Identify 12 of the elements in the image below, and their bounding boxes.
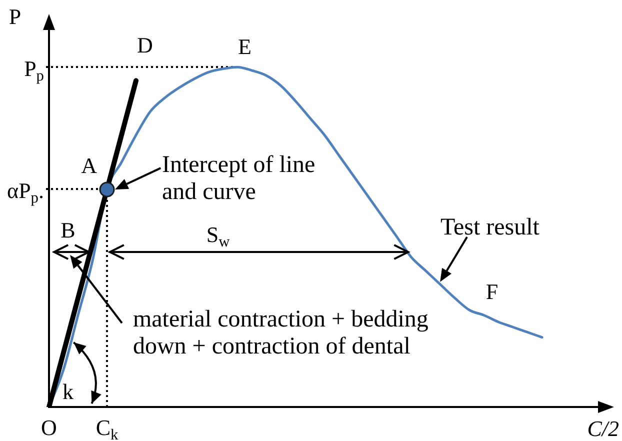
annotation: Intercept of line and curve — [162, 152, 316, 205]
annotation: B — [60, 218, 76, 243]
annotation: material contraction + bedding down + contraction of dental — [132, 306, 428, 360]
y-axis-title: P — [8, 4, 22, 29]
x-tick-label: O — [41, 414, 57, 440]
annotation: A — [81, 152, 98, 178]
annotation: k — [62, 378, 74, 404]
x-axis-title: C/2 — [587, 416, 620, 441]
text: D — [137, 32, 153, 58]
text: E — [238, 34, 252, 59]
annotation: F — [486, 278, 498, 304]
annotation: Test result — [440, 214, 540, 241]
